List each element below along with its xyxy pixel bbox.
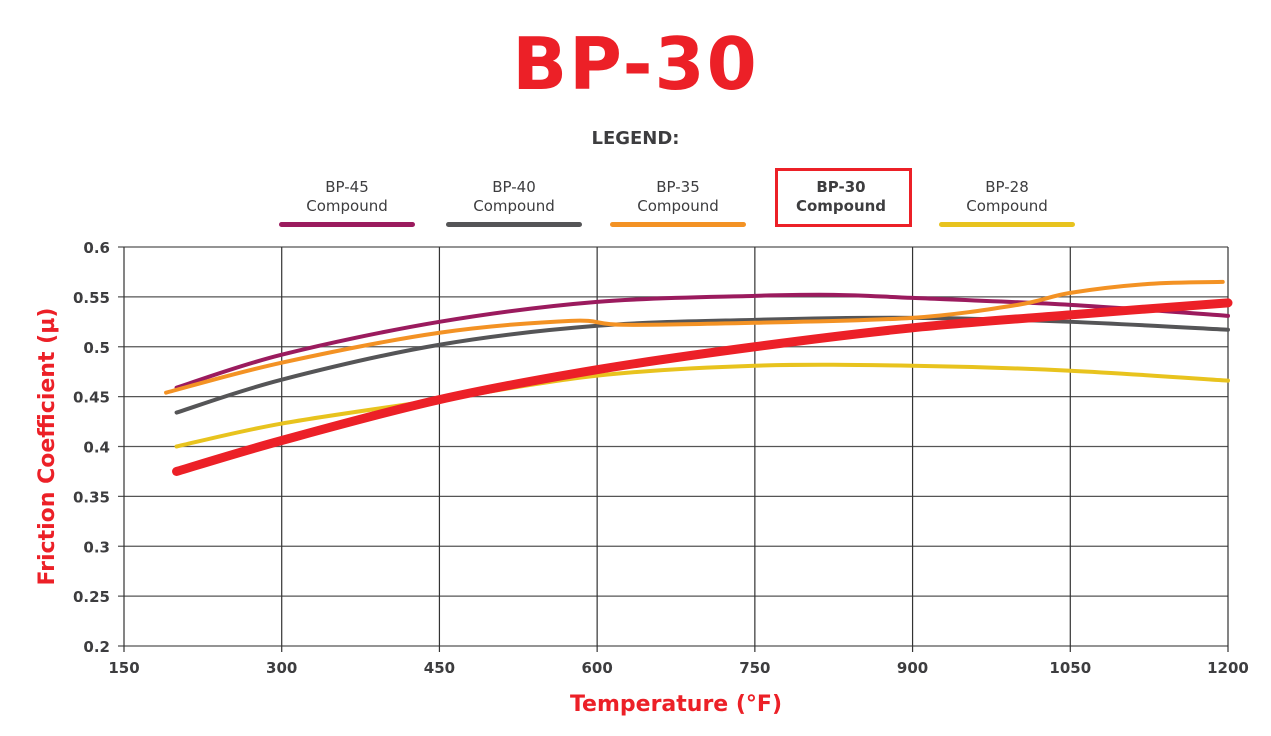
legend-sublabel: Compound	[795, 197, 887, 215]
series-line-bp-45	[174, 292, 1230, 390]
legend-label: BP-28	[985, 178, 1029, 196]
legend-label: BP-35	[656, 178, 700, 196]
legend-swatch	[446, 222, 582, 227]
series-line-bp-28	[174, 362, 1230, 449]
series-line-bp-35	[164, 279, 1225, 395]
series-line-bp-30	[172, 298, 1233, 476]
legend-sublabel: Compound	[637, 197, 719, 215]
legend-item-bp-28: BP-28 Compound	[937, 178, 1077, 227]
x-tick-label: 900	[897, 659, 928, 677]
y-tick-label: 0.3	[83, 538, 110, 556]
series-line-bp-40	[174, 315, 1230, 415]
legend-sublabel: Compound	[306, 197, 388, 215]
x-tick-label: 600	[581, 659, 612, 677]
x-tick-label: 150	[108, 659, 139, 677]
legend-item-bp-40: BP-40 Compound	[444, 178, 584, 227]
y-tick-label: 0.55	[73, 289, 110, 307]
x-axis-label: Temperature (°F)	[570, 692, 782, 717]
legend-highlight-box	[775, 168, 912, 227]
legend-item-bp-45: BP-45 Compound	[277, 178, 417, 227]
y-tick-label: 0.2	[83, 638, 110, 656]
x-tick-label: 1050	[1049, 659, 1091, 677]
legend-swatch	[610, 222, 746, 227]
legend-sublabel: Compound	[966, 197, 1048, 215]
y-tick-label: 0.35	[73, 488, 110, 506]
legend-label: BP-30	[816, 178, 866, 196]
chart-title: BP-30	[512, 22, 759, 106]
legend-sublabel: Compound	[473, 197, 555, 215]
y-tick-label: 0.6	[83, 239, 110, 257]
x-tick-label: 450	[424, 659, 455, 677]
legend-item-bp-30: BP-30 Compound	[771, 178, 911, 216]
legend-swatch	[939, 222, 1075, 227]
legend-label: BP-45	[325, 178, 369, 196]
legend-title: LEGEND:	[591, 128, 680, 149]
y-axis-label: Friction Coefficient (µ)	[35, 308, 60, 586]
y-tick-label: 0.5	[83, 339, 110, 357]
y-tick-label: 0.45	[73, 389, 110, 407]
x-tick-label: 300	[266, 659, 297, 677]
y-tick-label: 0.25	[73, 588, 110, 606]
legend-swatch	[279, 222, 415, 227]
y-tick-label: 0.4	[83, 439, 110, 457]
legend-label: BP-40	[492, 178, 536, 196]
x-tick-label: 1200	[1207, 659, 1249, 677]
x-tick-label: 750	[739, 659, 770, 677]
legend-item-bp-35: BP-35 Compound	[608, 178, 748, 227]
